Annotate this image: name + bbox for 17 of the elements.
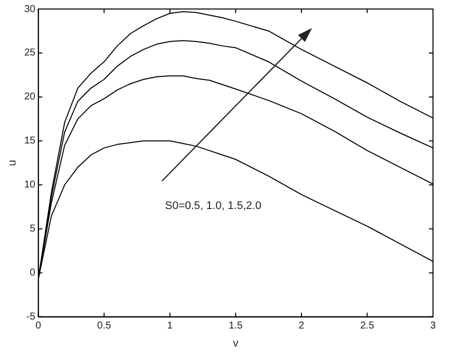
y-tick-label: 10: [24, 180, 36, 191]
y-tick-label: 20: [24, 92, 36, 103]
x-tick-label: 2: [298, 320, 305, 332]
x-tick-label: 1: [167, 320, 174, 332]
y-tick-label: 15: [24, 136, 36, 147]
x-tick-label: 3: [430, 320, 436, 332]
y-tick-label: 5: [30, 224, 36, 235]
y-tick-label: 0: [30, 268, 36, 279]
y-tick-label: 25: [24, 48, 36, 59]
x-tick-label: 0.5: [97, 320, 112, 332]
y-tick-label: 30: [24, 4, 36, 15]
y-tick-label: -5: [26, 312, 36, 323]
y-axis-title: u: [6, 160, 19, 166]
annotation: S0=0.5, 1.0, 1.5,2.0: [165, 200, 262, 212]
x-tick-label: 2.5: [360, 320, 375, 332]
x-tick-label: 1.5: [228, 320, 244, 332]
x-axis-title: v: [232, 337, 239, 350]
